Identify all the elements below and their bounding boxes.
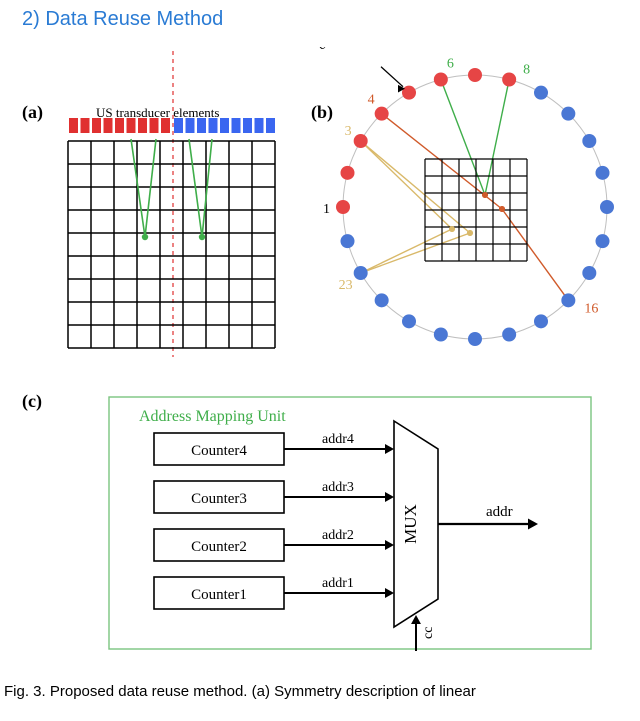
svg-text:US transducer element: US transducer element [315,47,401,53]
panel-c: (c) Address Mapping Unit MUX Counter4 addr4… [4,369,636,669]
svg-text:8: 8 [523,62,530,77]
svg-text:1: 1 [323,202,330,217]
panel-c-label: (c) [22,391,42,412]
panel-b-svg: 1 3 4 6 8 16 23 US transducer element [310,47,630,357]
svg-text:Counter3: Counter3 [191,491,247,507]
svg-text:addr: addr [486,504,513,520]
panel-a: (a) US transducer elements [4,47,306,357]
svg-text:16: 16 [584,301,598,316]
svg-text:6: 6 [447,56,454,71]
section-title: 2) Data Reuse Method [0,0,640,37]
panel-a-label: (a) [22,102,43,123]
panel-c-svg: Address Mapping Unit MUX Counter4 addr4 Coun… [4,369,636,669]
svg-text:addr1: addr1 [322,576,354,591]
svg-text:Address Mapping Unit: Address Mapping Unit [139,408,286,425]
figure-caption: Fig. 3. Proposed data reuse method. (a) … [0,669,640,706]
svg-text:Counter1: Counter1 [191,587,247,603]
svg-text:3: 3 [345,124,352,139]
svg-text:Counter4: Counter4 [191,443,247,459]
svg-text:addr3: addr3 [322,480,354,495]
svg-text:US transducer elements: US transducer elements [96,105,219,120]
figure-top-row: (a) US transducer elements (b) 1 3 4 6 8 16 23… [0,37,640,357]
panel-a-svg: US transducer elements [4,47,306,357]
svg-text:cc: cc [421,627,436,639]
svg-text:23: 23 [339,278,353,293]
svg-text:addr4: addr4 [322,432,354,447]
panel-b: (b) 1 3 4 6 8 16 23 US transducer element [310,47,630,357]
panel-b-label: (b) [311,102,333,123]
svg-text:addr2: addr2 [322,528,354,543]
svg-text:4: 4 [368,93,375,108]
svg-text:Counter2: Counter2 [191,539,247,555]
svg-text:MUX: MUX [401,504,420,544]
